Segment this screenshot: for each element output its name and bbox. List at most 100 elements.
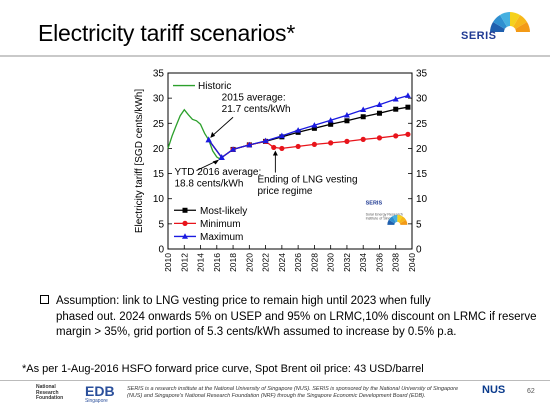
y-tick-label-right: 25	[416, 119, 428, 130]
data-point-minimum	[405, 131, 411, 137]
footer-divider	[0, 380, 550, 381]
data-point-maximum	[295, 127, 302, 133]
data-point-maximum	[404, 92, 411, 98]
legend-marker-minimum	[182, 220, 188, 226]
data-point-minimum	[295, 143, 301, 150]
nus-logo: NUS	[482, 384, 506, 396]
legend-label-maximum: Maximum	[200, 232, 243, 243]
y-tick-label-left: 25	[153, 119, 165, 130]
x-tick-label: 2034	[358, 253, 368, 272]
annotation-2015-line2: 21.7 cents/kWh	[222, 104, 291, 115]
inset-logo-sub1: Solar Energy Research	[366, 213, 403, 217]
data-point-maximum	[230, 146, 237, 152]
annotation-2016-line2: 18.8 cents/kWh	[175, 179, 244, 190]
assumption-text-block: Assumption: link to LNG vesting price to…	[40, 294, 540, 341]
data-point-minimum	[311, 141, 317, 148]
x-tick-label: 2010	[163, 253, 173, 272]
data-point-2016-average	[218, 153, 225, 160]
data-point-minimum	[376, 135, 383, 141]
y-tick-label-left: 0	[158, 245, 164, 256]
data-point-most-likely	[405, 104, 411, 110]
x-tick-label: 2016	[212, 253, 222, 272]
footnote: *As per 1-Aug-2016 HSFO forward price cu…	[22, 363, 424, 375]
data-point-minimum	[328, 140, 334, 146]
nrf-logo: National Research Foundation	[36, 384, 64, 401]
annotation-2015-arrowhead	[210, 131, 216, 138]
data-point-most-likely	[376, 110, 382, 116]
plot-frame	[167, 72, 413, 250]
data-point-maximum	[360, 106, 367, 113]
y-tick-label-left: 35	[153, 69, 165, 80]
data-point-most-likely	[393, 106, 399, 112]
data-point-maximum	[343, 112, 350, 118]
y-tick-label-left: 20	[153, 144, 165, 155]
inset-logo-title: SERIS	[366, 201, 383, 207]
data-point-maximum	[278, 132, 285, 139]
annotation-2016-arrowhead	[212, 159, 220, 165]
y-tick-label-right: 35	[416, 69, 428, 80]
x-tick-label: 2032	[342, 253, 352, 272]
data-point-minimum	[279, 145, 285, 152]
data-point-maximum	[311, 122, 318, 128]
slide-title: Electricity tariff scenarios*	[38, 20, 296, 46]
y-tick-label-left: 15	[153, 169, 165, 180]
assumption-line1: Assumption: link to LNG vesting price to…	[56, 295, 431, 307]
x-tick-label: 2036	[374, 253, 384, 272]
data-point-2015-average	[205, 136, 212, 143]
y-tick-label-right: 10	[416, 194, 428, 205]
inset-logo-sun-segment	[388, 216, 398, 225]
annotation-lng-line2: price regime	[257, 186, 312, 197]
data-point-most-likely	[344, 118, 350, 124]
seris-sun-logo-icon	[490, 12, 530, 36]
data-point-most-likely	[328, 121, 334, 127]
x-tick-label: 2030	[326, 253, 336, 272]
series-line-maximum	[208, 94, 409, 159]
y-tick-label-left: 30	[153, 94, 165, 105]
legend-marker-maximum	[182, 233, 188, 239]
data-point-maximum	[392, 95, 399, 102]
legend-marker-most-likely	[182, 207, 188, 213]
legend-label-most-likely: Most-likely	[200, 206, 247, 217]
y-tick-label-right: 15	[416, 169, 428, 180]
x-tick-label: 2014	[196, 253, 206, 272]
checkbox-bullet-icon	[40, 295, 49, 304]
x-tick-label: 2024	[277, 253, 287, 272]
x-tick-label: 2028	[309, 253, 319, 272]
annotation-2016-line1: YTD 2016 average:	[175, 167, 262, 178]
y-tick-label-right: 5	[416, 219, 422, 230]
data-point-minimum	[360, 136, 366, 142]
page-number: 62	[527, 388, 535, 395]
edb-logo: EDB	[85, 383, 115, 399]
x-tick-label: 2018	[228, 253, 238, 272]
y-axis-label: Electricity tariff [SGD cents/kWh]	[134, 89, 145, 234]
annotation-2015-arrow	[210, 116, 234, 138]
annotation-2015-line1: 2015 average:	[222, 93, 286, 104]
x-tick-label: 2038	[391, 253, 401, 272]
y-tick-label-left: 5	[158, 219, 164, 230]
seris-logo-text: SERIS	[461, 30, 497, 42]
title-divider	[0, 55, 550, 57]
y-tick-label-right: 30	[416, 94, 428, 105]
data-point-maximum	[327, 117, 334, 123]
x-tick-label: 2040	[407, 253, 417, 272]
x-tick-label: 2026	[293, 253, 303, 272]
edb-logo-sub: Singapore	[85, 398, 108, 404]
inset-logo-sun-center	[394, 221, 401, 228]
data-point-minimum	[393, 133, 399, 139]
y-tick-label-right: 0	[416, 245, 422, 256]
y-tick-label-left: 10	[153, 194, 165, 205]
data-point-minimum	[271, 144, 277, 151]
data-point-maximum	[376, 101, 383, 107]
inset-logo-sub2: Institute of Singapore	[366, 217, 400, 221]
inset-logo-sun-segment	[397, 216, 407, 225]
tariff-chart: 0 0 5 5 10 10 15 15 20 20 25 25 30 30 35 35 2010 2012 2014…	[130, 60, 450, 290]
data-point-most-likely	[360, 114, 366, 120]
annotation-lng-line1: Ending of LNG vesting	[257, 175, 357, 186]
assumption-rest: phased out. 2024 onwards 5% on USEP and …	[56, 310, 537, 339]
annotation-lng-arrowhead	[272, 150, 278, 156]
x-tick-label: 2022	[261, 253, 271, 272]
footer-disclaimer: SERIS is a research institute at the Nat…	[127, 386, 459, 399]
legend-label-minimum: Minimum	[200, 219, 241, 230]
data-point-minimum	[344, 138, 350, 144]
